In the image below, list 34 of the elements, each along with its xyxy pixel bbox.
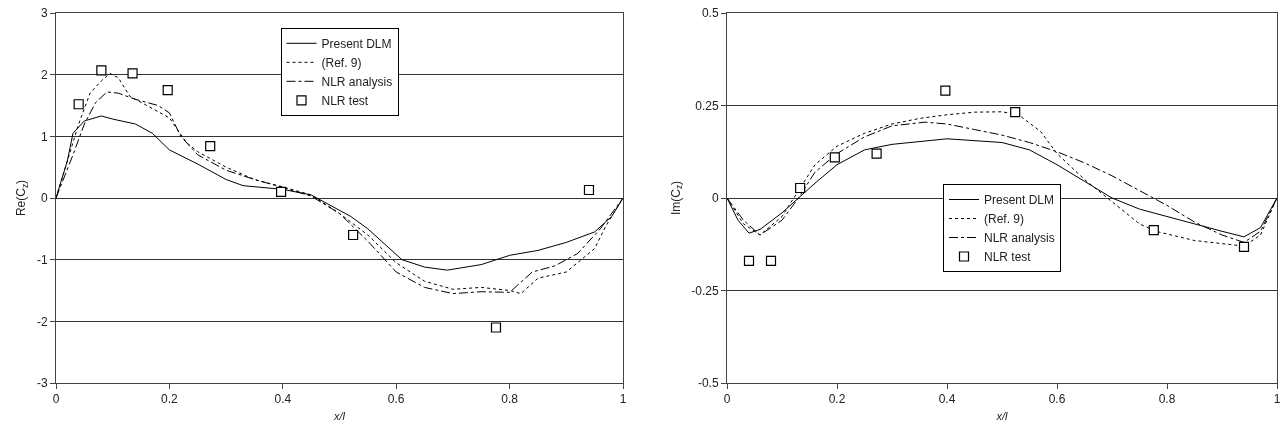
legend-label: NLR test (321, 93, 369, 108)
x-tick-label: 0.8 (501, 392, 519, 407)
x-tick-label: 1 (1273, 392, 1281, 407)
y-tick-label: -0.5 (697, 376, 719, 391)
y-tick-label: 2 (40, 67, 48, 82)
y-tick-label: 0.5 (701, 6, 719, 21)
x-tick-label: 0.2 (161, 392, 179, 407)
y-tick-label: 0.25 (695, 98, 719, 113)
y-tick-label: 3 (40, 6, 48, 21)
y-tick-label: -1 (36, 252, 48, 267)
x-tick-label: 0.4 (938, 392, 956, 407)
y-tick-label: 0 (711, 191, 719, 206)
y-tick-label: -3 (36, 376, 48, 391)
x-tick-label: 0.6 (387, 392, 405, 407)
y-tick-label: -0.25 (691, 283, 719, 298)
legend-label: NLR analysis (321, 74, 393, 89)
x-tick-label: 0.2 (828, 392, 846, 407)
x-axis-title: x/l (995, 409, 1009, 422)
x-tick-label: 0 (52, 392, 60, 407)
y-tick-label: 1 (40, 129, 48, 144)
legend-label: NLR analysis (984, 231, 1055, 246)
y-tick-label: -2 (36, 314, 48, 329)
legend-label: Present DLM (321, 36, 392, 51)
x-tick-label: 0.4 (274, 392, 292, 407)
y-tick-label: 0 (40, 191, 48, 206)
x-tick-label: 0.6 (1048, 392, 1066, 407)
legend-label: (Ref. 9) (321, 55, 362, 70)
x-tick-label: 0.8 (1158, 392, 1176, 407)
legend-label: NLR test (984, 250, 1032, 265)
x-tick-label: 0 (723, 392, 731, 407)
legend-label: Present DLM (984, 193, 1055, 208)
legend-label: (Ref. 9) (984, 212, 1025, 227)
x-tick-label: 1 (619, 392, 627, 407)
x-axis-title: x/l (333, 409, 346, 422)
